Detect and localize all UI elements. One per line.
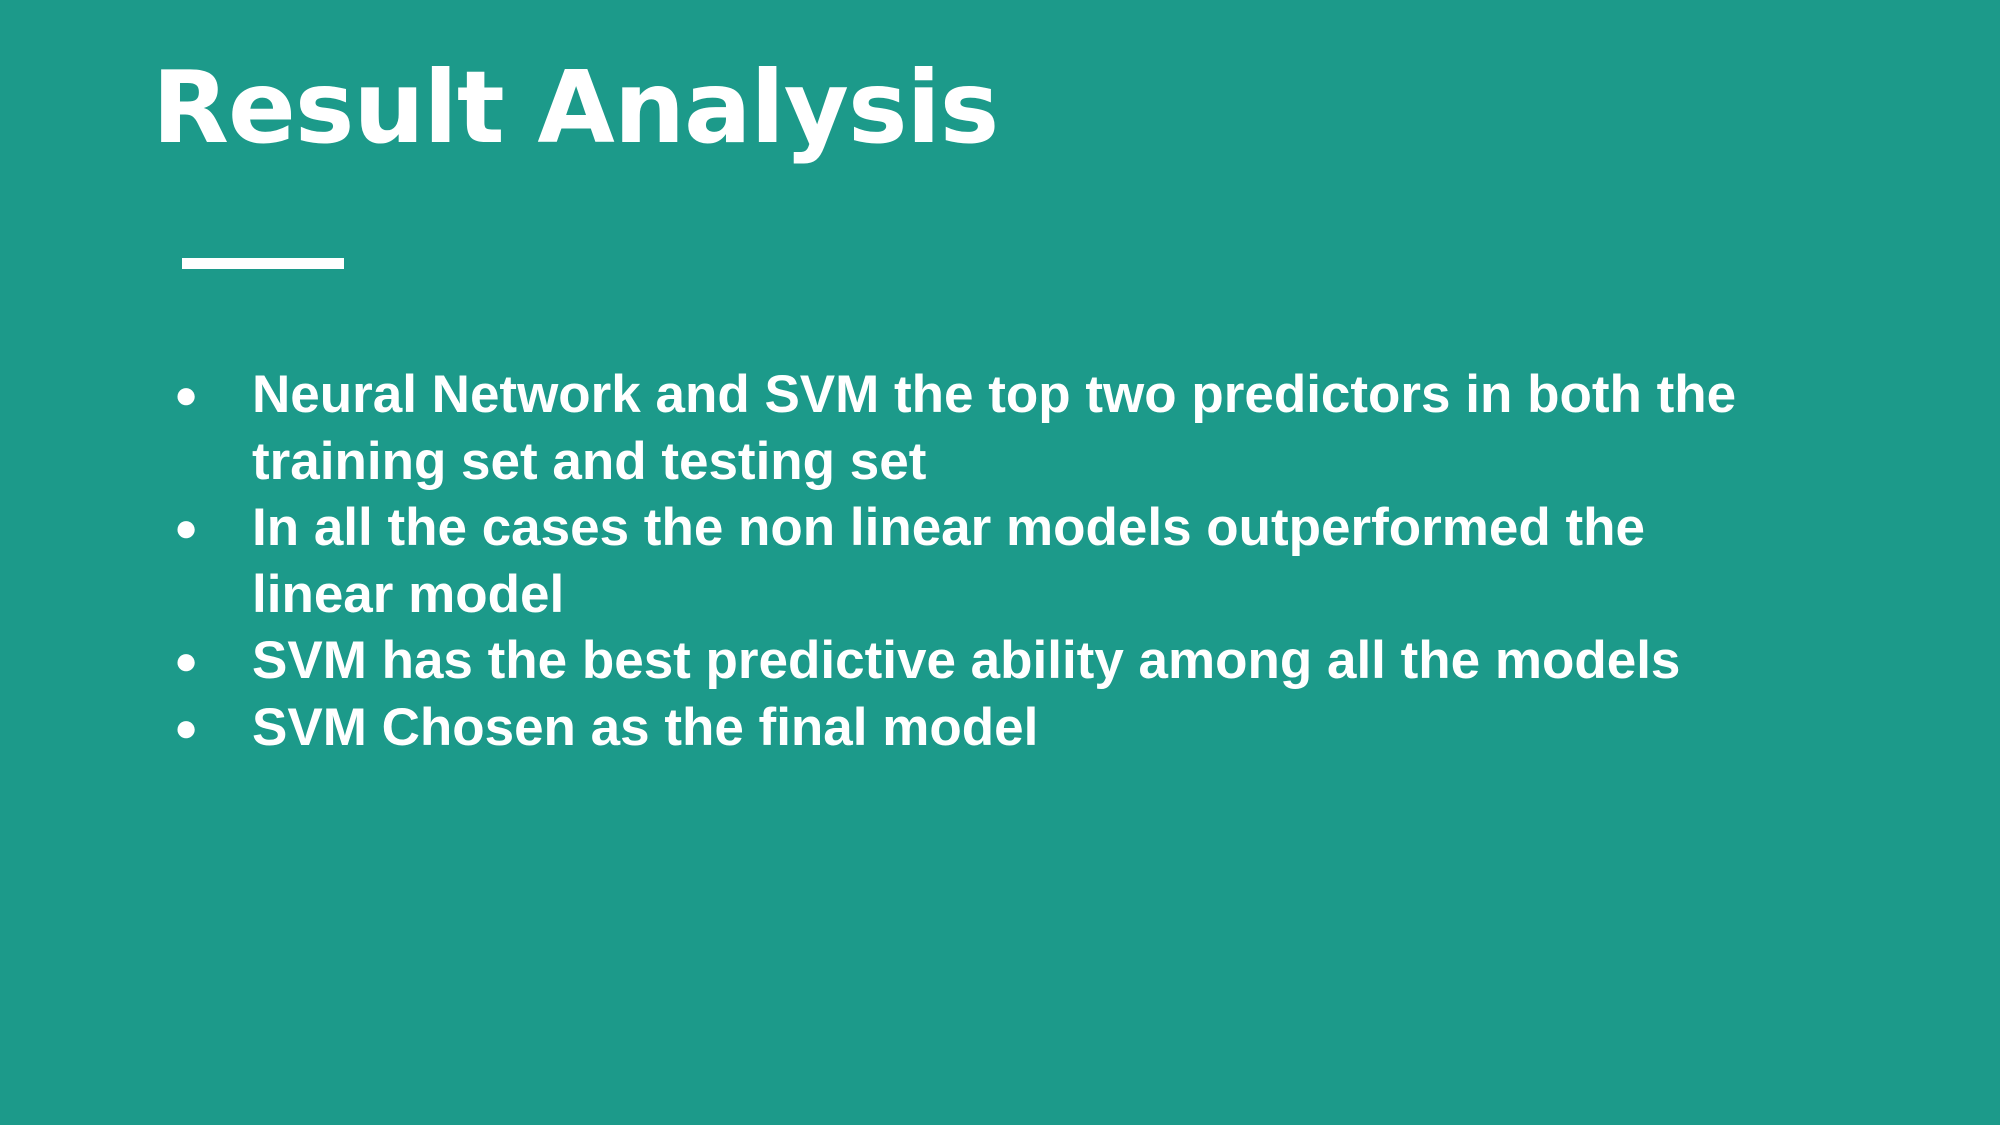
bullet-dot-icon: ● <box>174 639 199 683</box>
bullet-text-2: In all the cases the non linear models o… <box>252 498 1646 624</box>
bullet-text-1: Neural Network and SVM the top two predi… <box>252 365 1737 491</box>
bullet-dot-icon: ● <box>174 373 199 417</box>
slide-title: Result Analysis <box>152 49 999 166</box>
bullet-item-3: ● SVM has the best predictive ability am… <box>166 628 1746 695</box>
bullet-item-1: ● Neural Network and SVM the top two pre… <box>166 362 1746 495</box>
bullet-dot-icon: ● <box>174 705 199 750</box>
bullet-item-4: ● SVM Chosen as the final model <box>166 695 1746 762</box>
title-accent-line <box>182 258 344 269</box>
bullet-text-4: SVM Chosen as the final model <box>252 697 1039 757</box>
bullet-dot-icon: ● <box>174 506 199 550</box>
bullet-text-3: SVM has the best predictive ability amon… <box>252 631 1681 690</box>
bullet-list: ● Neural Network and SVM the top two pre… <box>166 362 1746 761</box>
bullet-item-2: ● In all the cases the non linear models… <box>166 495 1746 628</box>
